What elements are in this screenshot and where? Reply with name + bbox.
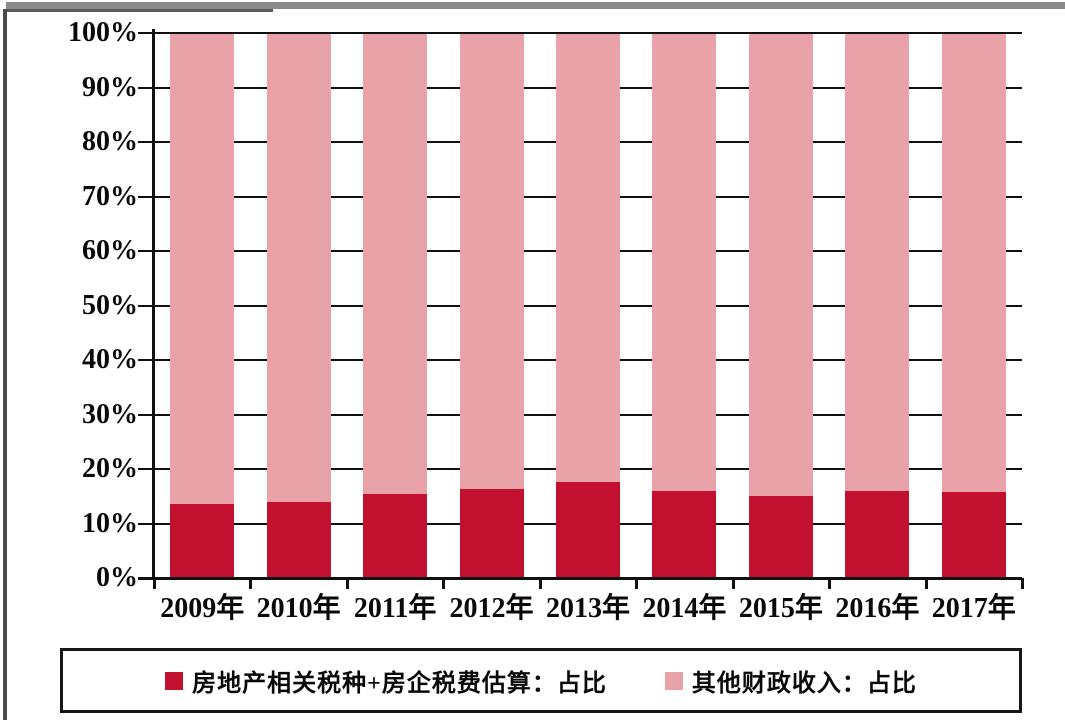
x-tick-label: 2014年 xyxy=(642,593,727,624)
bar-segment-other xyxy=(845,33,910,492)
y-tick-label: 80% xyxy=(82,126,138,157)
x-tick-label: 2011年 xyxy=(353,593,437,624)
y-tick-label: 40% xyxy=(82,344,138,375)
bar-segment-other xyxy=(941,33,1006,492)
legend-swatch-pink xyxy=(664,671,683,690)
x-axis-tick xyxy=(442,578,446,589)
x-tick-label: 2012年 xyxy=(449,593,534,624)
bar-segment-tax xyxy=(363,493,428,578)
legend-item-real-estate-tax: 房地产相关税种+房企税费估算：占比 xyxy=(165,663,607,698)
y-tick-label: 10% xyxy=(82,507,138,539)
y-tick-label: 0% xyxy=(96,562,138,593)
legend: 房地产相关税种+房企税费估算：占比 其他财政收入：占比 xyxy=(60,648,1022,713)
top-divider-shadow xyxy=(3,9,273,12)
top-divider-rule xyxy=(6,2,1065,9)
y-tick-label: 90% xyxy=(82,71,138,103)
bar-segment-tax xyxy=(170,504,235,578)
x-tick-label: 2010年 xyxy=(256,593,341,624)
x-axis-tick xyxy=(924,578,928,589)
y-tick-label: 50% xyxy=(82,289,138,321)
bar-segment-tax xyxy=(459,489,524,578)
x-axis-tick xyxy=(635,578,639,589)
y-tick-label: 60% xyxy=(82,235,138,266)
y-axis-line xyxy=(152,29,155,580)
x-axis-tick xyxy=(153,578,156,589)
x-tick-label: 2015年 xyxy=(738,593,823,624)
gridline xyxy=(138,32,1022,34)
bar-segment-other xyxy=(652,33,717,491)
x-axis-tick xyxy=(828,578,832,589)
bar-segment-other xyxy=(556,33,620,483)
bar-segment-tax xyxy=(941,491,1006,578)
bar-segment-other xyxy=(170,33,235,505)
x-axis-tick xyxy=(731,578,735,589)
bar-segment-tax xyxy=(266,501,331,578)
bar-segment-other xyxy=(363,33,428,494)
bar-segment-tax xyxy=(748,495,813,578)
x-tick-label: 2016年 xyxy=(835,593,920,624)
y-tick-label: 20% xyxy=(82,453,138,484)
x-tick-label: 2009年 xyxy=(160,593,245,624)
x-axis-tick xyxy=(345,578,349,589)
x-tick-label: 2013年 xyxy=(545,593,630,624)
bar-segment-tax xyxy=(556,482,620,578)
legend-swatch-dark-red xyxy=(165,671,184,690)
y-tick-label: 100% xyxy=(68,17,138,48)
x-axis-tick xyxy=(1021,578,1024,589)
bar-segment-tax xyxy=(845,491,910,578)
bar-segment-tax xyxy=(652,490,717,578)
y-tick-label: 70% xyxy=(82,180,138,212)
x-tick-label: 2017年 xyxy=(931,593,1016,624)
bar-segment-other xyxy=(748,33,813,496)
y-tick-label: 30% xyxy=(82,398,138,430)
legend-label: 房地产相关税种+房企税费估算：占比 xyxy=(192,671,607,697)
x-axis-tick xyxy=(538,578,542,589)
bar-segment-other xyxy=(459,33,524,490)
frame-left-border xyxy=(3,9,7,720)
legend-item-other-fiscal-revenue: 其他财政收入：占比 xyxy=(664,663,917,698)
x-axis-line xyxy=(138,577,1022,580)
bar-segment-other xyxy=(266,33,331,502)
x-axis-tick xyxy=(249,578,253,589)
legend-label: 其他财政收入：占比 xyxy=(691,671,917,697)
